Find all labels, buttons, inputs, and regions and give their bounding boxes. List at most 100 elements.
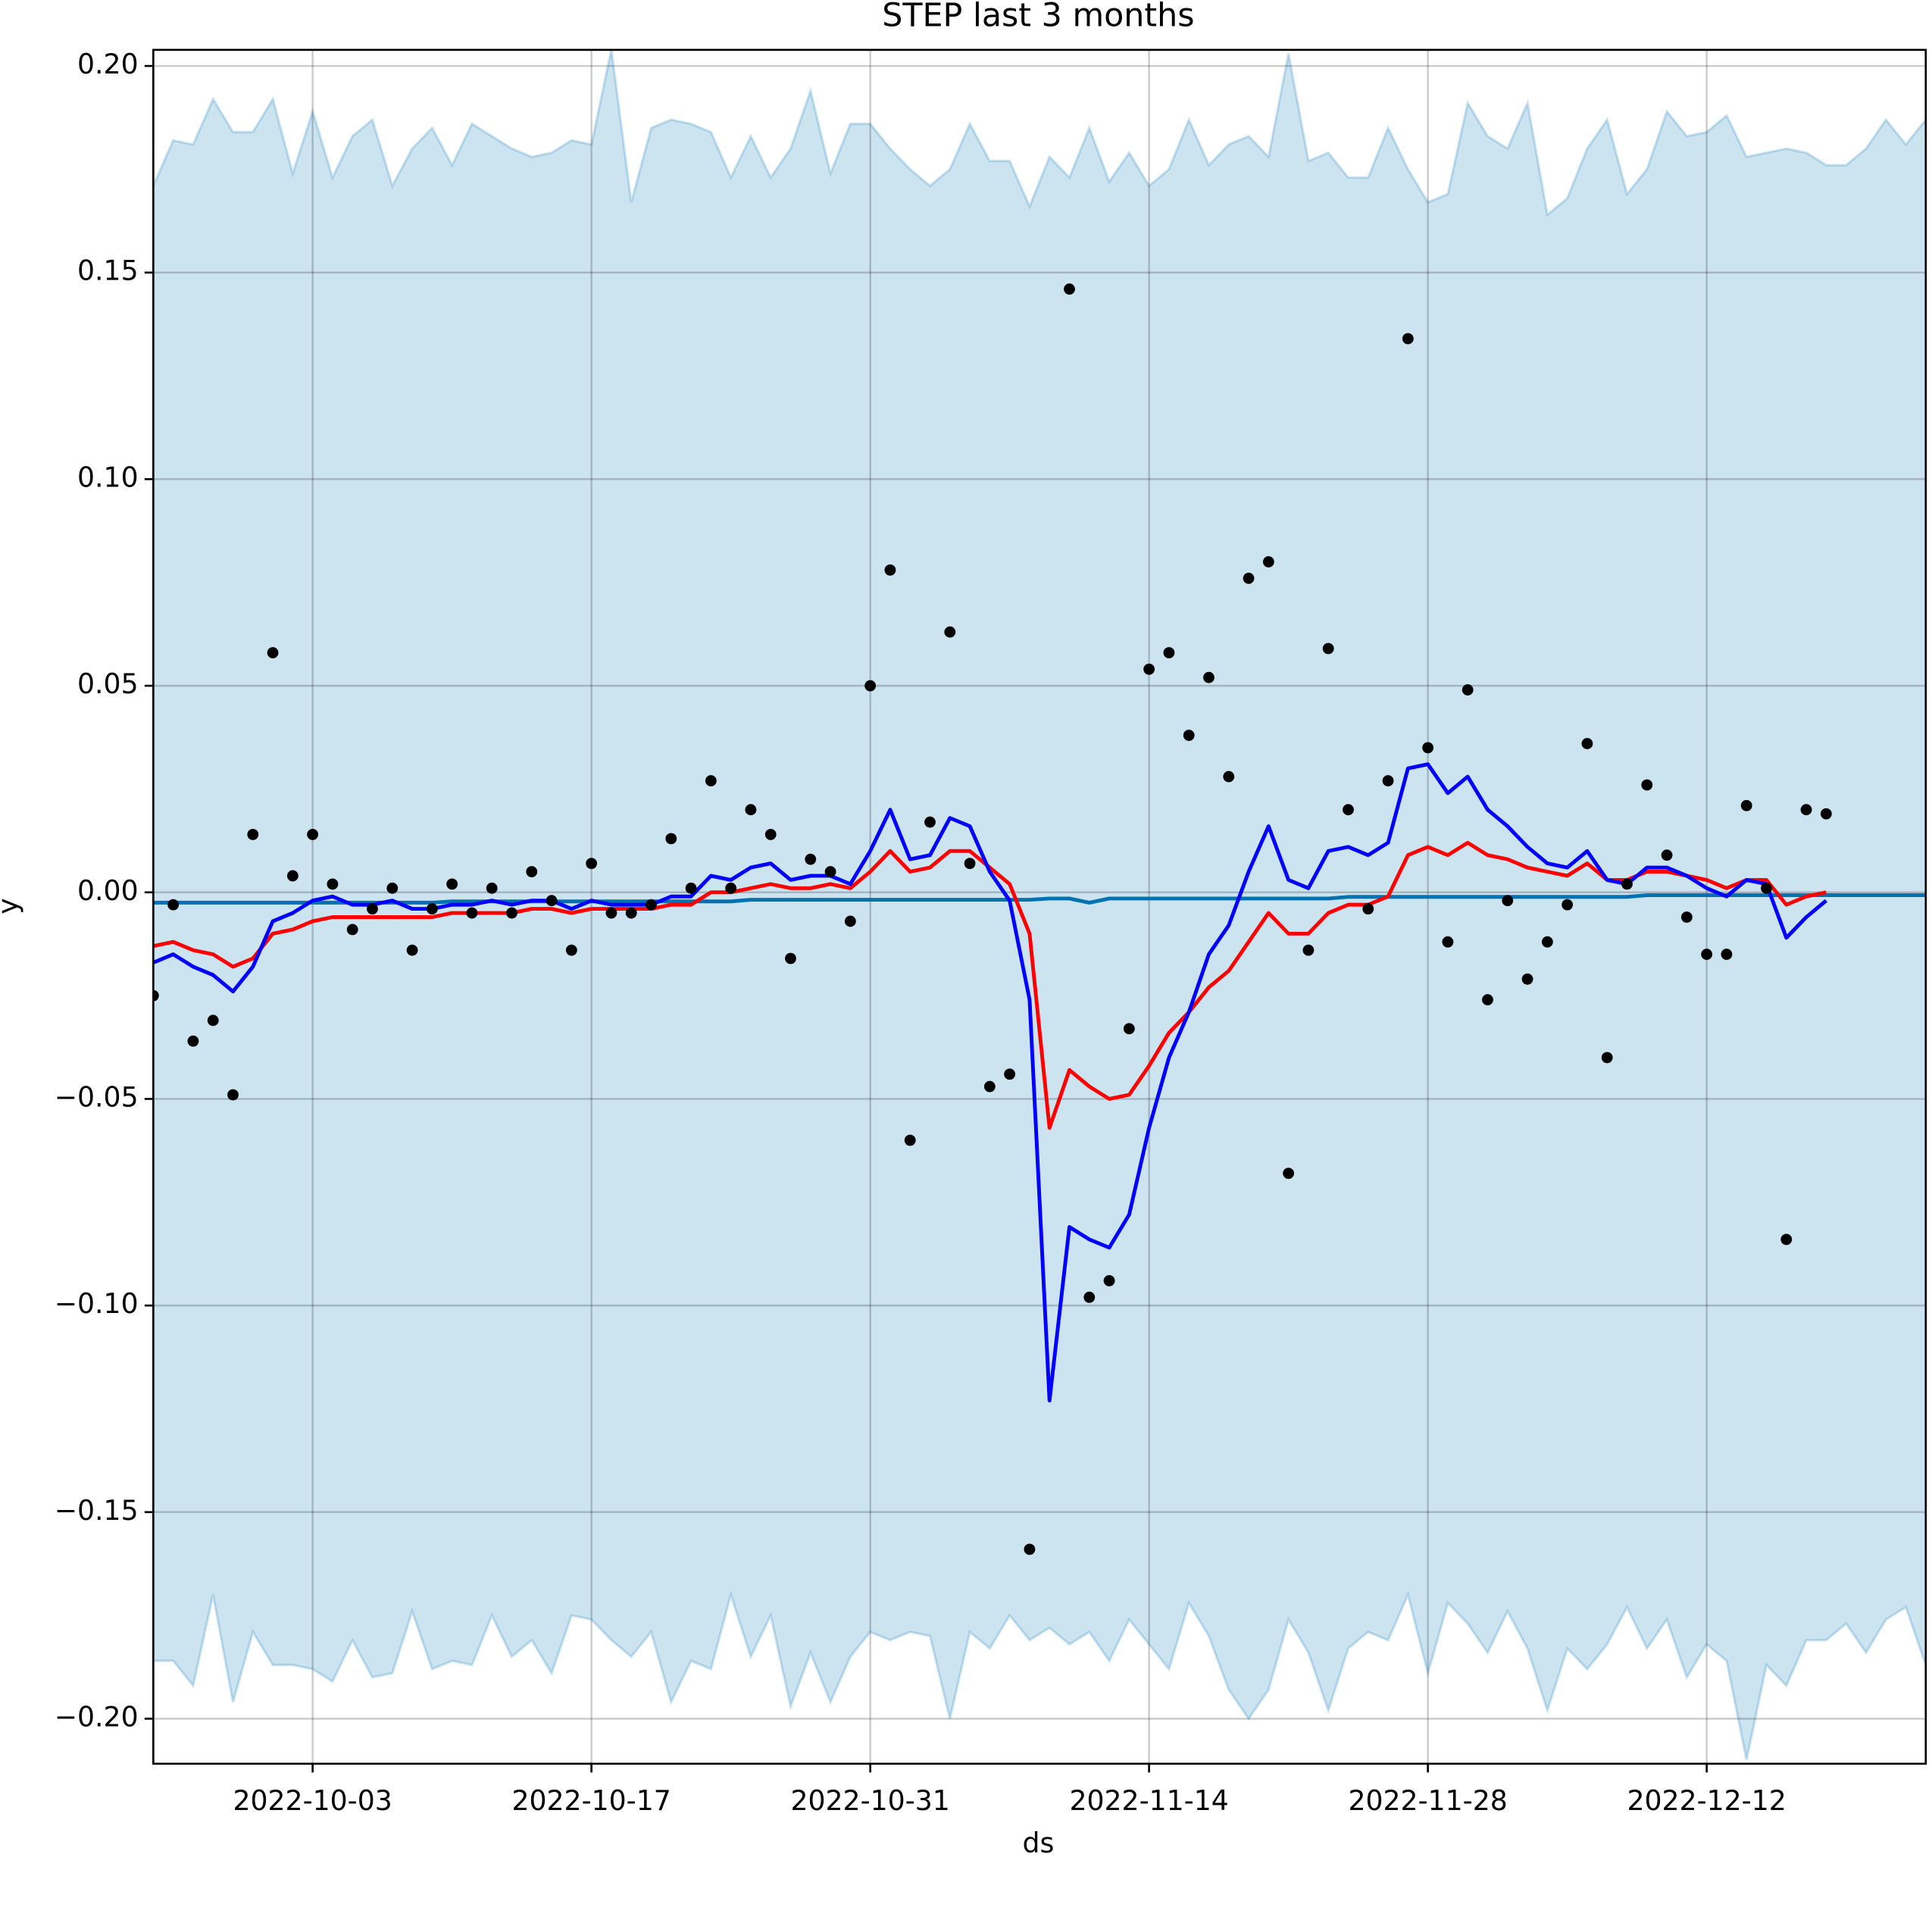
data-point [1721, 949, 1733, 960]
data-point [805, 853, 817, 865]
data-point [1004, 1068, 1016, 1080]
data-point [207, 1014, 219, 1027]
data-point [1123, 1023, 1135, 1035]
y-tick-label: −0.10 [55, 1287, 139, 1320]
data-point [1382, 775, 1394, 786]
chart-title: STEP last 3 months [882, 0, 1194, 35]
x-tick-label: 2022-11-28 [1348, 1784, 1507, 1817]
data-point [1422, 742, 1434, 754]
x-tick-label: 2022-10-03 [233, 1784, 392, 1817]
data-point [1322, 642, 1334, 655]
data-point [546, 895, 558, 907]
data-point [1362, 903, 1374, 914]
data-point [167, 899, 180, 911]
data-point [227, 1089, 239, 1101]
x-tick-label: 2022-10-31 [790, 1784, 949, 1817]
data-point [327, 878, 339, 890]
data-point [1482, 994, 1493, 1005]
data-point [665, 833, 677, 845]
data-point [506, 907, 517, 919]
data-point [1402, 333, 1414, 345]
data-point [646, 899, 657, 911]
data-point [1262, 556, 1274, 567]
data-point [1521, 973, 1533, 985]
data-point [745, 804, 757, 816]
y-axis-label: y [0, 898, 24, 914]
data-point [904, 1134, 916, 1146]
data-point [1064, 283, 1075, 295]
data-point [1283, 1168, 1295, 1180]
data-point [785, 952, 796, 964]
data-point [1183, 730, 1195, 741]
data-point [153, 989, 159, 1002]
data-point [1740, 799, 1752, 811]
band-edge [153, 1590, 1926, 1761]
x-tick-label: 2022-10-17 [511, 1784, 671, 1817]
data-point [307, 829, 319, 840]
data-point [1462, 684, 1474, 696]
x-axis-label: ds [1023, 1827, 1055, 1859]
data-point [1343, 804, 1354, 816]
data-point [1163, 647, 1175, 658]
y-tick-label: −0.20 [55, 1700, 139, 1733]
data-point [864, 680, 877, 692]
data-point [247, 829, 259, 840]
data-point [586, 858, 598, 869]
data-point [1541, 936, 1553, 948]
data-point [1621, 878, 1633, 890]
data-point [1780, 1233, 1793, 1246]
y-tick-label: 0.00 [77, 874, 139, 907]
data-point [824, 866, 836, 877]
data-point [1820, 808, 1832, 820]
data-point [764, 829, 777, 840]
data-point [367, 903, 378, 914]
data-point [705, 775, 717, 786]
data-point [1442, 936, 1454, 948]
data-point [1223, 771, 1235, 783]
data-point [187, 1035, 199, 1047]
data-point [1661, 849, 1673, 861]
data-point [1601, 1052, 1613, 1064]
data-point [725, 882, 737, 894]
data-point [1203, 671, 1215, 683]
series-line [153, 893, 1926, 905]
data-point [1083, 1291, 1096, 1303]
data-point [1581, 738, 1593, 749]
data-point [526, 866, 538, 877]
data-point [625, 907, 637, 919]
data-point [446, 878, 458, 890]
plot-frame [152, 48, 1927, 1765]
data-point [486, 882, 498, 894]
y-tick-label: 0.15 [77, 255, 139, 287]
data-point [426, 903, 438, 914]
data-point [406, 944, 418, 956]
data-point [1800, 804, 1812, 816]
data-point [286, 870, 299, 882]
uncertainty-band [153, 49, 1926, 1760]
data-point [466, 907, 478, 919]
data-point [1562, 899, 1574, 911]
data-point [1701, 949, 1713, 960]
data-point [1680, 911, 1693, 923]
data-point [1302, 944, 1315, 956]
data-point [565, 944, 577, 956]
x-tick-label: 2022-11-14 [1069, 1784, 1228, 1817]
y-tick-label: 0.05 [77, 667, 139, 700]
data-point [1024, 1543, 1036, 1555]
band-edge [153, 49, 1926, 217]
data-point [1103, 1274, 1115, 1286]
y-tick-label: −0.15 [55, 1494, 139, 1527]
data-point [1641, 779, 1653, 791]
y-tick-label: 0.20 [77, 48, 139, 80]
data-point [386, 882, 399, 894]
data-point [346, 924, 358, 936]
data-point [924, 816, 936, 828]
data-point [964, 858, 976, 869]
data-point [1143, 663, 1155, 675]
data-point [685, 882, 697, 894]
x-tick-label: 2022-12-12 [1627, 1784, 1786, 1817]
data-point [983, 1080, 996, 1093]
data-point [1502, 895, 1514, 907]
plot-area [153, 49, 1926, 1764]
